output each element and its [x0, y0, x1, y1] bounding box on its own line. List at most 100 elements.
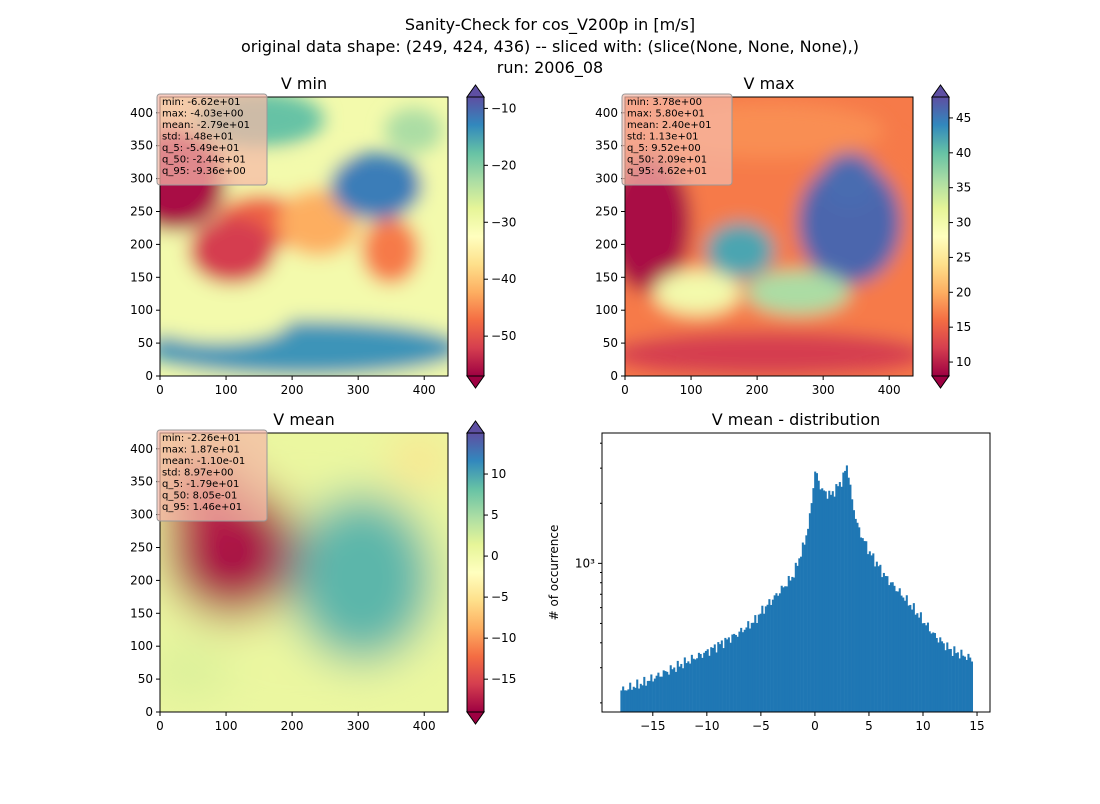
histogram-bar	[690, 654, 693, 712]
histogram-bar	[750, 622, 753, 712]
histogram-bar	[852, 510, 855, 712]
y-tick-label: 100	[130, 639, 153, 653]
histogram-bar	[926, 622, 929, 712]
histogram-bar	[764, 606, 767, 712]
histogram-bar	[768, 599, 771, 712]
histogram-bar	[905, 595, 908, 712]
histogram-bar	[676, 660, 679, 712]
histogram-bar	[736, 636, 739, 712]
histogram-bar	[620, 690, 623, 712]
histogram-bar	[882, 572, 885, 712]
heatmap-blob	[188, 216, 276, 284]
histogram-bar	[969, 657, 972, 712]
histogram-bar	[704, 650, 707, 712]
heatmap-blob	[745, 269, 850, 315]
histogram-bar	[662, 670, 665, 712]
histogram-bar	[870, 555, 873, 712]
histogram-bar	[817, 480, 820, 712]
histogram-bar	[636, 679, 639, 712]
y-tick-label: 400	[130, 442, 153, 456]
histogram-bar	[719, 644, 722, 712]
y-tick-label: 50	[138, 336, 153, 350]
colorbar-extend-max	[466, 420, 485, 434]
heatmap-blob	[160, 642, 232, 699]
histogram-bar	[854, 518, 857, 712]
colorbar-tick-label: 5	[491, 508, 499, 522]
y-tick-label: 300	[595, 172, 618, 186]
histogram-bar	[895, 591, 898, 712]
histogram-bar	[777, 595, 780, 712]
histogram-bar	[970, 661, 974, 712]
histogram-bar	[748, 628, 752, 712]
histogram-bar	[674, 671, 678, 712]
colorbar-tick-label: 10	[491, 467, 506, 481]
y-tick-label: 200	[595, 237, 618, 251]
histogram-bar	[775, 593, 778, 712]
histogram-bar	[703, 652, 706, 712]
x-tick-label: −15	[640, 719, 665, 733]
histogram-bar	[789, 580, 792, 712]
colorbar-extend-min	[931, 375, 950, 389]
colorbar-tick-label: 20	[956, 285, 971, 299]
histogram-bar	[699, 653, 702, 712]
x-tick-label: 0	[156, 719, 164, 733]
histogram-bar	[773, 595, 776, 712]
y-tick-label: 350	[130, 475, 153, 489]
stats-box-background	[621, 93, 733, 186]
histogram-bar	[930, 633, 933, 712]
histogram-bar	[706, 649, 709, 712]
panel-title: V mean - distribution	[712, 410, 881, 429]
histogram-bar	[682, 668, 685, 712]
heatmap-blob	[160, 297, 290, 343]
histogram-bar	[791, 576, 794, 712]
histogram-bar	[886, 576, 889, 712]
colorbar-tick-label: −10	[491, 631, 516, 645]
histogram-bar	[891, 582, 894, 712]
histogram-bar	[851, 499, 854, 712]
histogram-bar	[953, 646, 956, 712]
panel-title: V min	[281, 74, 327, 93]
histogram-bar	[754, 615, 757, 712]
histogram-bar	[648, 680, 651, 712]
histogram-bar	[912, 603, 915, 712]
colorbar-tick-label: 30	[956, 216, 971, 230]
colorbar-frame	[466, 432, 485, 713]
histogram-bar	[875, 561, 878, 712]
histogram-bar	[914, 614, 917, 712]
histogram-bar	[657, 672, 660, 712]
histogram-bar	[928, 631, 931, 712]
histogram-bar	[956, 652, 959, 712]
stats-box-background	[156, 93, 268, 186]
histogram-bar	[819, 489, 822, 712]
colorbar-tick-label: −5	[491, 590, 509, 604]
histogram-bar	[902, 597, 905, 712]
histogram-bar	[756, 623, 759, 712]
histogram-bar	[828, 490, 831, 712]
histogram-bar	[904, 600, 907, 712]
histogram-bar	[838, 482, 841, 712]
histogram-bar	[958, 658, 961, 712]
y-tick-label: 300	[130, 172, 153, 186]
histogram-bar	[643, 676, 646, 712]
y-tick-label: 0	[145, 705, 153, 719]
stats-line: min: -6.62e+01	[162, 97, 241, 108]
colorbar-extend-min	[466, 375, 485, 389]
heatmap-blob	[705, 222, 775, 279]
histogram-bar	[653, 678, 656, 712]
colorbar-tick-label: 25	[956, 250, 971, 264]
histogram-bar	[741, 632, 744, 712]
histogram-bar	[664, 671, 667, 712]
histogram-bars	[620, 465, 974, 712]
histogram-bar	[861, 538, 864, 712]
colorbar-tick-label: −50	[491, 329, 516, 343]
heatmap-blob	[625, 152, 692, 293]
y-tick-label: 0	[610, 369, 618, 383]
y-tick-label: 50	[138, 672, 153, 686]
histogram-bar	[921, 623, 924, 712]
x-tick-label: 100	[215, 719, 238, 733]
y-tick-label: 50	[603, 336, 618, 350]
y-tick-label: 150	[595, 270, 618, 284]
y-tick-label: 400	[595, 106, 618, 120]
histogram-bar	[780, 585, 783, 712]
histogram-bar	[916, 613, 919, 712]
